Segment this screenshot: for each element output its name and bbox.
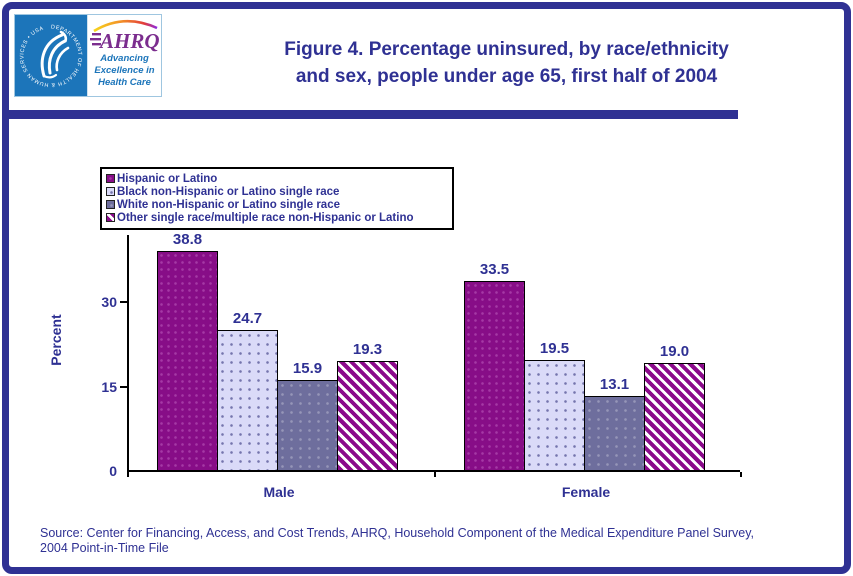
bar-value-label: 15.9: [292, 360, 323, 377]
figure-title-line1: Figure 4. Percentage uninsured, by race/…: [284, 39, 729, 60]
source-note: Source: Center for Financing, Access, an…: [40, 526, 823, 556]
legend-swatch-dotted-lavender: [106, 187, 115, 196]
bar-value-label: 19.3: [352, 341, 383, 358]
legend-label: Black non-Hispanic or Latino single race: [117, 185, 340, 198]
bar-male-hispanic-or: 38.8: [157, 231, 218, 470]
bar-value-label: 33.5: [479, 261, 510, 278]
rainbow-arc-icon: AHRQ: [90, 19, 160, 53]
y-tick-label-15: 15: [101, 379, 117, 395]
x-category-label-male: Male: [263, 484, 295, 500]
logo-block: DEPARTMENT OF HEALTH & HUMAN SERVICES • …: [14, 14, 162, 97]
y-tick-label-30: 30: [101, 294, 117, 310]
x-tick-mark: [740, 472, 742, 477]
bar-value-label: 19.5: [539, 340, 570, 357]
legend-label: White non-Hispanic or Latino single race: [117, 198, 340, 211]
bar-value-label: 24.7: [232, 310, 263, 327]
bar-chart-plot-area: 30 15 0 38.8 24.7 15.9 19.3 33.5 19.5 13.1 19.…: [101, 231, 742, 500]
ahrq-logo: AHRQ Advancing Excellence in Health Care: [87, 15, 161, 96]
bar-male-other-single: 19.3: [337, 341, 398, 470]
y-axis-label: Percent: [48, 314, 64, 366]
ahrq-tagline-line2: Excellence in: [94, 65, 155, 76]
ahrq-tagline-line1: Advancing: [100, 53, 149, 64]
title-divider: [9, 110, 738, 119]
legend-swatch-solid-slate: [106, 200, 115, 209]
legend-item-hispanic: Hispanic or Latino: [106, 172, 448, 185]
bar-value-label: 19.0: [659, 343, 690, 360]
legend-item-black: Black non-Hispanic or Latino single race: [106, 185, 448, 198]
bar-female-black-non-hispanic: 19.5: [524, 340, 585, 470]
legend-label: Other single race/multiple race non-Hisp…: [117, 211, 414, 224]
bar-female-hispanic-or: 33.5: [464, 261, 525, 470]
ahrq-tagline-line3: Health Care: [98, 77, 151, 88]
legend-label: Hispanic or Latino: [117, 172, 218, 185]
source-note-line2: 2004 Point-in-Time File: [40, 541, 169, 555]
y-tick-mark: [120, 301, 127, 303]
bar-value-label: 13.1: [599, 376, 630, 393]
ahrq-tagline: Advancing Excellence in Health Care: [88, 53, 161, 89]
bar-group-female: 33.5 19.5 13.1 19.0: [464, 261, 705, 470]
bar-female-white-non-hispanic: 13.1: [584, 376, 645, 470]
ahrq-acronym: AHRQ: [98, 29, 160, 53]
y-tick-mark: [120, 386, 127, 388]
legend-swatch-hatched-magenta: [106, 213, 115, 222]
x-tick-mark: [434, 472, 436, 477]
bar-male-white-non-hispanic: 15.9: [277, 360, 338, 470]
x-category-label-female: Female: [561, 484, 611, 500]
legend-swatch-solid-magenta: [106, 174, 115, 183]
hhs-logo: DEPARTMENT OF HEALTH & HUMAN SERVICES • …: [15, 15, 87, 96]
source-note-line1: Source: Center for Financing, Access, an…: [40, 526, 755, 540]
figure-title: Figure 4. Percentage uninsured, by race/…: [185, 36, 828, 90]
bar-group-male: 38.8 24.7 15.9 19.3: [157, 231, 398, 470]
legend-item-other: Other single race/multiple race non-Hisp…: [106, 211, 448, 224]
chart-legend: Hispanic or Latino Black non-Hispanic or…: [100, 167, 454, 230]
bar-value-label: 38.8: [172, 231, 203, 248]
x-tick-mark: [127, 472, 129, 477]
y-tick-label-0: 0: [109, 463, 117, 479]
bar-female-other-single: 19.0: [644, 343, 705, 470]
bar-male-black-non-hispanic: 24.7: [217, 310, 278, 470]
legend-item-white: White non-Hispanic or Latino single race: [106, 198, 448, 211]
hhs-eagle-icon: DEPARTMENT OF HEALTH & HUMAN SERVICES • …: [19, 24, 82, 87]
figure-title-line2: and sex, people under age 65, first half…: [295, 66, 718, 87]
